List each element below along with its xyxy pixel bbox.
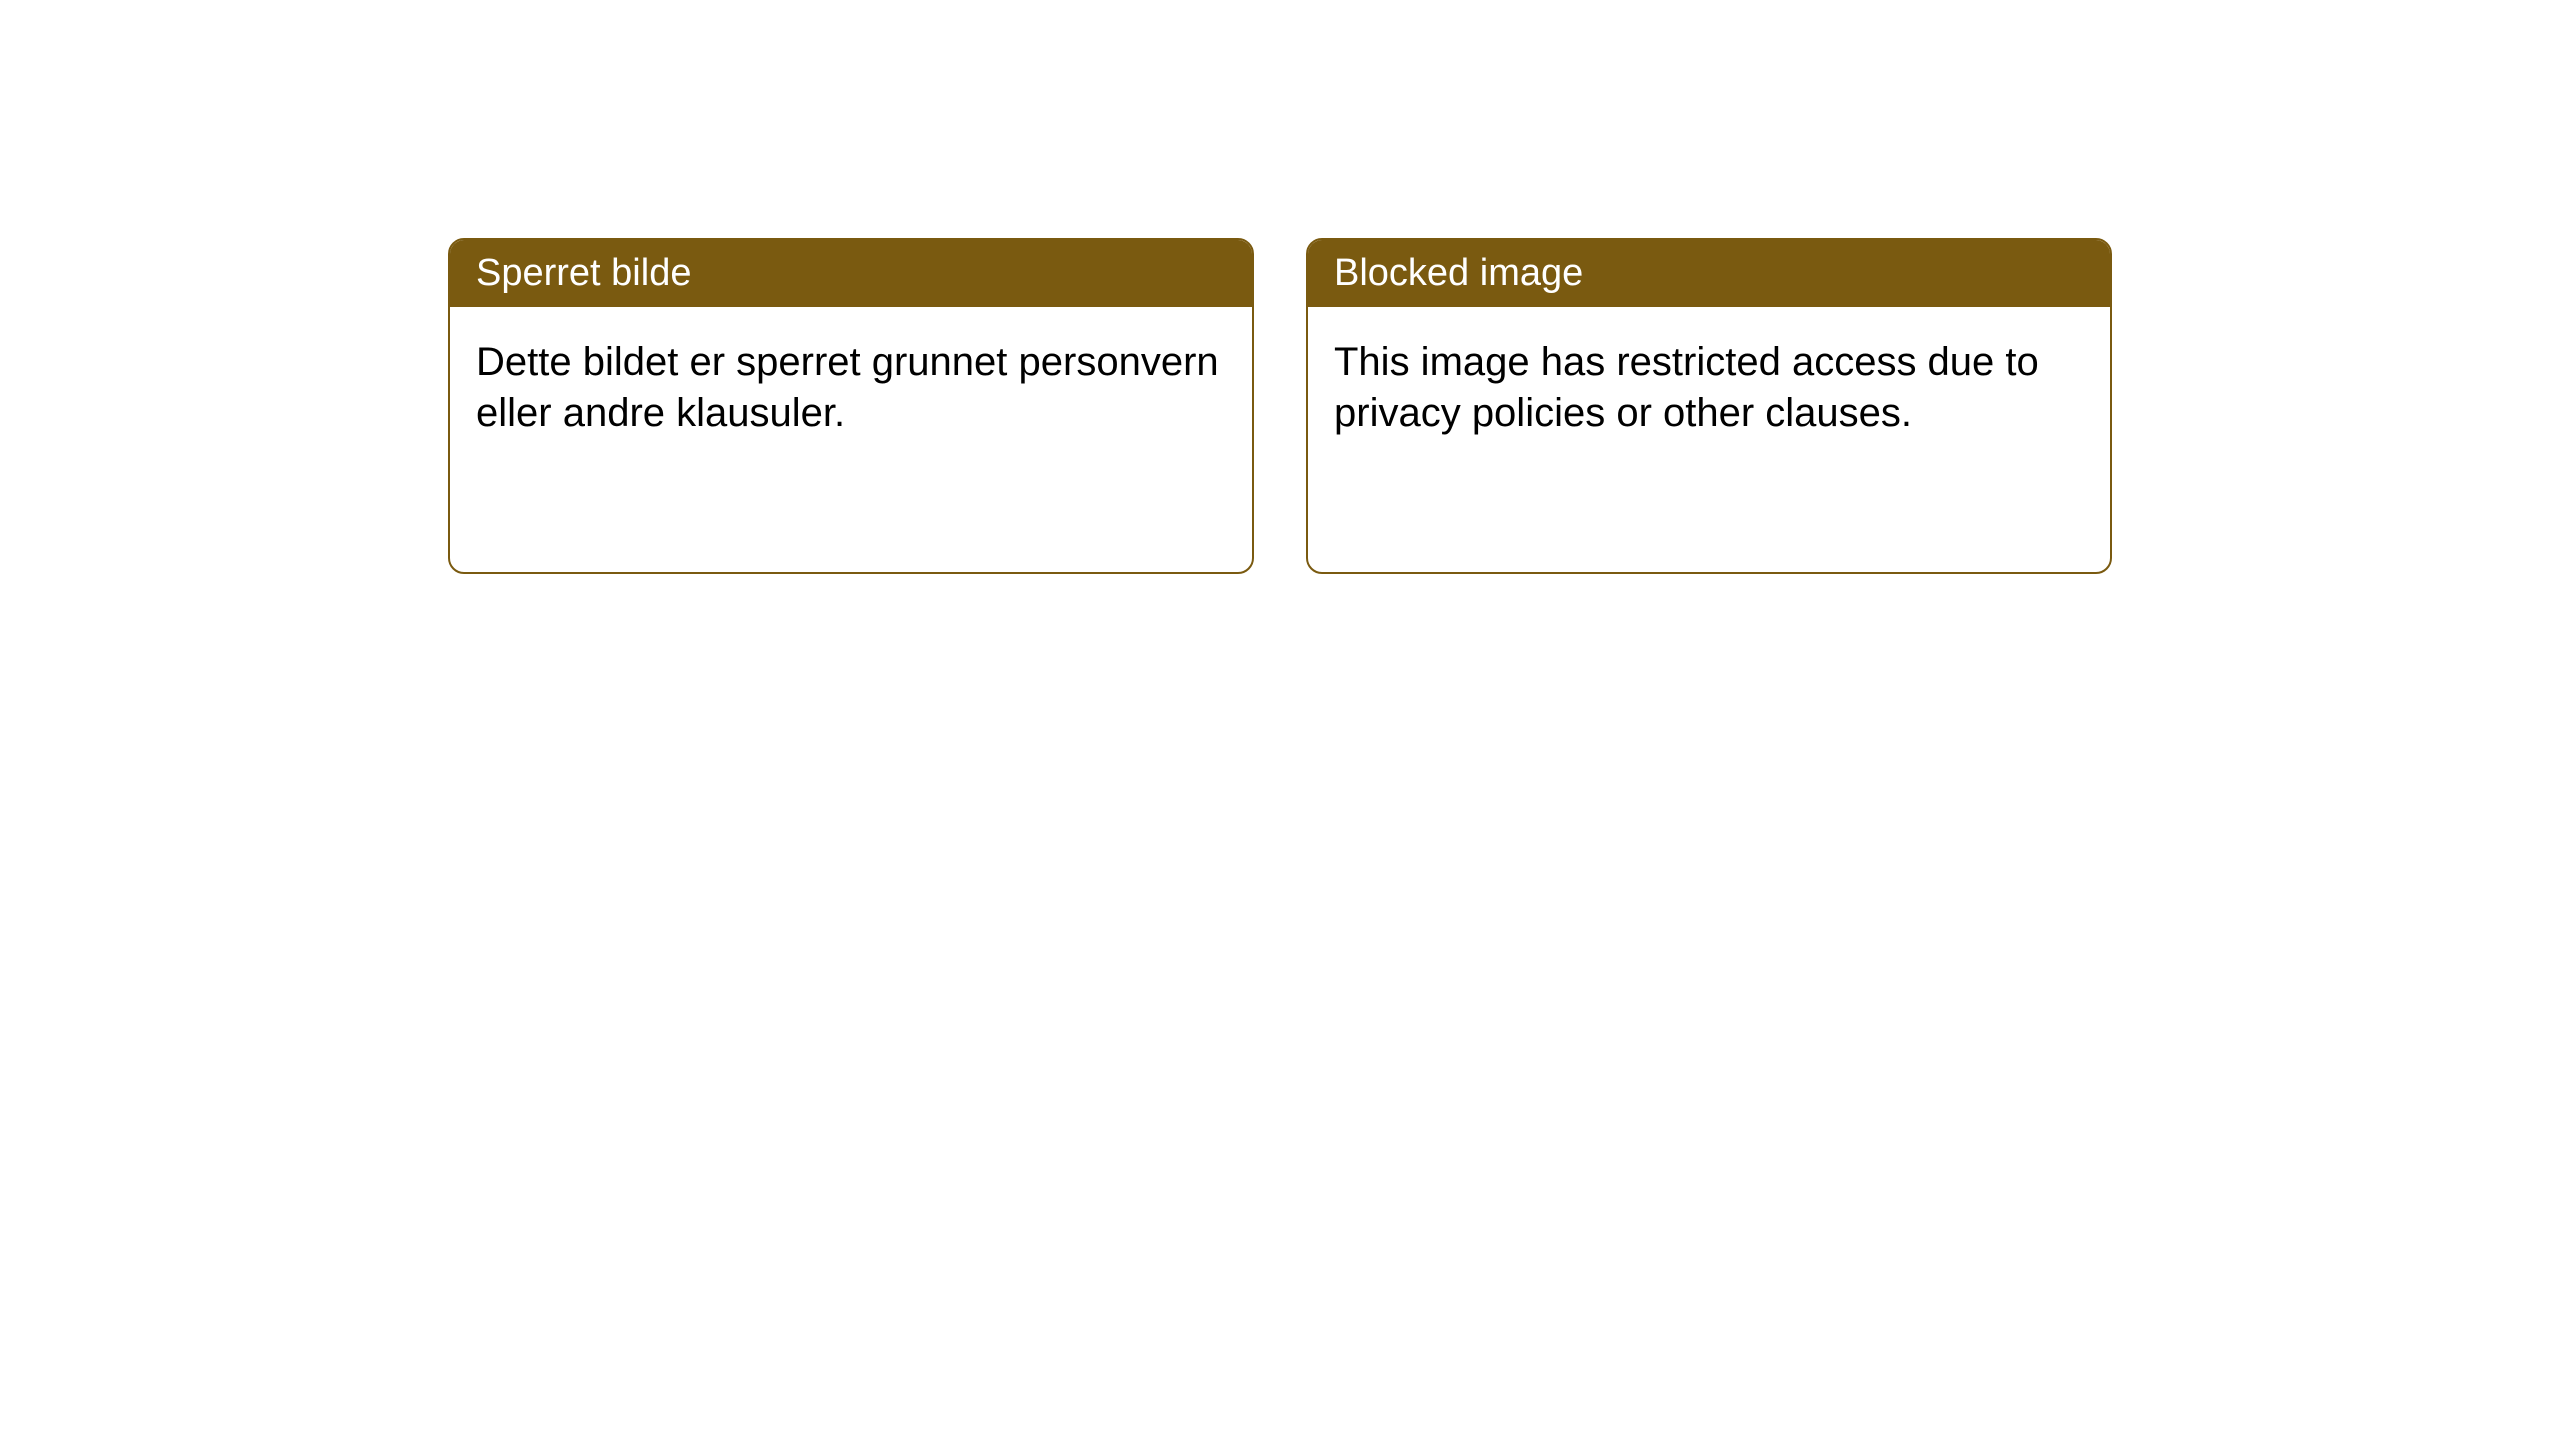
notice-container: Sperret bilde Dette bildet er sperret gr… — [0, 0, 2560, 574]
notice-header: Sperret bilde — [450, 240, 1252, 307]
notice-body: Dette bildet er sperret grunnet personve… — [450, 307, 1252, 469]
notice-box-english: Blocked image This image has restricted … — [1306, 238, 2112, 574]
notice-title: Blocked image — [1334, 252, 1583, 294]
notice-body: This image has restricted access due to … — [1308, 307, 2110, 469]
notice-body-text: Dette bildet er sperret grunnet personve… — [476, 340, 1219, 435]
notice-body-text: This image has restricted access due to … — [1334, 340, 2039, 435]
notice-title: Sperret bilde — [476, 252, 691, 294]
notice-header: Blocked image — [1308, 240, 2110, 307]
notice-box-norwegian: Sperret bilde Dette bildet er sperret gr… — [448, 238, 1254, 574]
